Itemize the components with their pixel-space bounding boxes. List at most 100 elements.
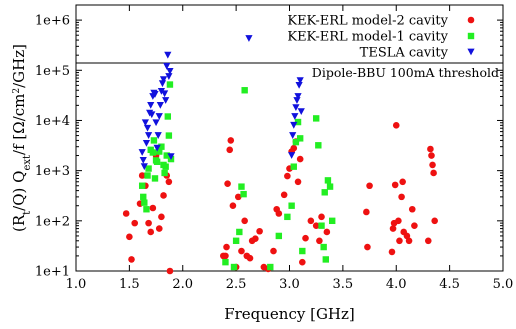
data-point — [234, 193, 242, 201]
data-point — [389, 225, 397, 232]
data-point — [299, 258, 306, 266]
data-point — [143, 124, 152, 132]
data-point — [164, 51, 172, 59]
data-point — [164, 113, 172, 120]
data-point — [163, 152, 170, 159]
data-point — [153, 158, 161, 166]
data-point — [155, 113, 163, 120]
data-point — [224, 180, 231, 187]
data-point — [430, 169, 437, 177]
series-2 — [138, 81, 336, 271]
x-axis-label: Frequency [GHz] — [224, 305, 355, 323]
data-point — [329, 217, 336, 225]
data-point — [307, 217, 315, 225]
data-point — [424, 237, 432, 245]
data-point — [241, 87, 248, 94]
data-point — [163, 62, 171, 70]
data-point — [398, 193, 405, 201]
data-point — [288, 202, 295, 209]
data-point — [288, 152, 296, 159]
data-point — [161, 90, 169, 98]
data-point — [366, 182, 373, 190]
legend-marker — [467, 32, 475, 40]
data-point — [318, 213, 325, 221]
data-point — [275, 210, 283, 217]
data-point — [156, 148, 163, 155]
data-point — [227, 137, 235, 144]
y-tick-label: 1e+1 — [35, 265, 70, 280]
data-point — [122, 210, 130, 217]
data-point — [294, 93, 302, 100]
legend-marker — [467, 16, 475, 24]
data-point — [147, 101, 155, 109]
data-point — [144, 132, 153, 139]
data-point — [149, 204, 157, 212]
data-point — [302, 234, 309, 242]
data-point — [256, 227, 263, 235]
data-point — [392, 122, 400, 129]
data-point — [236, 228, 243, 236]
data-point — [294, 118, 302, 126]
data-point — [289, 132, 297, 139]
data-point — [162, 97, 170, 104]
data-point — [312, 115, 320, 122]
data-point — [396, 237, 403, 245]
data-point — [295, 81, 303, 89]
data-point — [126, 233, 133, 241]
data-point — [395, 217, 402, 225]
data-point — [238, 183, 245, 190]
series-1 — [122, 122, 438, 275]
data-point — [318, 222, 325, 229]
data-point — [149, 149, 157, 156]
data-point — [428, 152, 435, 159]
axis-ticks: 1.0 1.5 2.0 2.5 3.0 3.5 4.0 4.5 5.0 1e+1 1e+2 1e+3 1… — [35, 4, 514, 292]
data-point — [229, 202, 237, 210]
data-point — [315, 142, 322, 149]
x-tick-label: 1.0 — [66, 277, 87, 292]
data-points — [122, 35, 438, 275]
x-tick-label: 1.5 — [119, 277, 140, 292]
data-point — [241, 217, 248, 225]
data-point — [142, 139, 151, 147]
legend-label: KEK-ERL model-1 cavity — [287, 30, 448, 45]
data-point — [323, 228, 331, 236]
data-point — [312, 222, 320, 229]
x-tick-label: 5.0 — [493, 277, 514, 292]
data-point — [166, 68, 174, 75]
data-point — [240, 190, 247, 198]
data-point — [141, 199, 148, 206]
data-point — [166, 267, 174, 275]
x-tick-label: 3.0 — [279, 277, 300, 292]
data-point — [157, 87, 165, 95]
data-point — [128, 256, 135, 263]
data-point — [270, 247, 277, 255]
data-point — [144, 172, 151, 179]
legend-marker — [467, 48, 475, 56]
data-point — [293, 97, 301, 104]
data-point — [246, 254, 254, 262]
data-point — [143, 206, 150, 213]
data-point — [320, 243, 327, 251]
data-point — [324, 177, 332, 184]
data-point — [155, 225, 163, 232]
data-point — [275, 232, 283, 240]
data-point — [388, 248, 396, 256]
y-tick-label: 1e+2 — [35, 214, 70, 229]
data-point — [284, 213, 291, 221]
data-point — [151, 91, 159, 98]
data-point — [429, 161, 436, 169]
data-point — [150, 137, 158, 144]
data-point — [322, 256, 329, 263]
data-point — [222, 258, 229, 266]
data-point — [153, 144, 161, 152]
data-point — [408, 205, 416, 213]
threshold-line-group: Dipole-BBU 100mA threshold — [76, 62, 503, 80]
y-axis-label: (Rt/Q) Qext/f [Ω/cm2/GHz] — [10, 44, 33, 232]
y-tick-label: 1e+6 — [35, 14, 70, 29]
data-point — [156, 101, 164, 109]
y-tick-label: 1e+4 — [35, 114, 70, 129]
data-point — [431, 217, 438, 225]
data-point — [131, 219, 139, 227]
